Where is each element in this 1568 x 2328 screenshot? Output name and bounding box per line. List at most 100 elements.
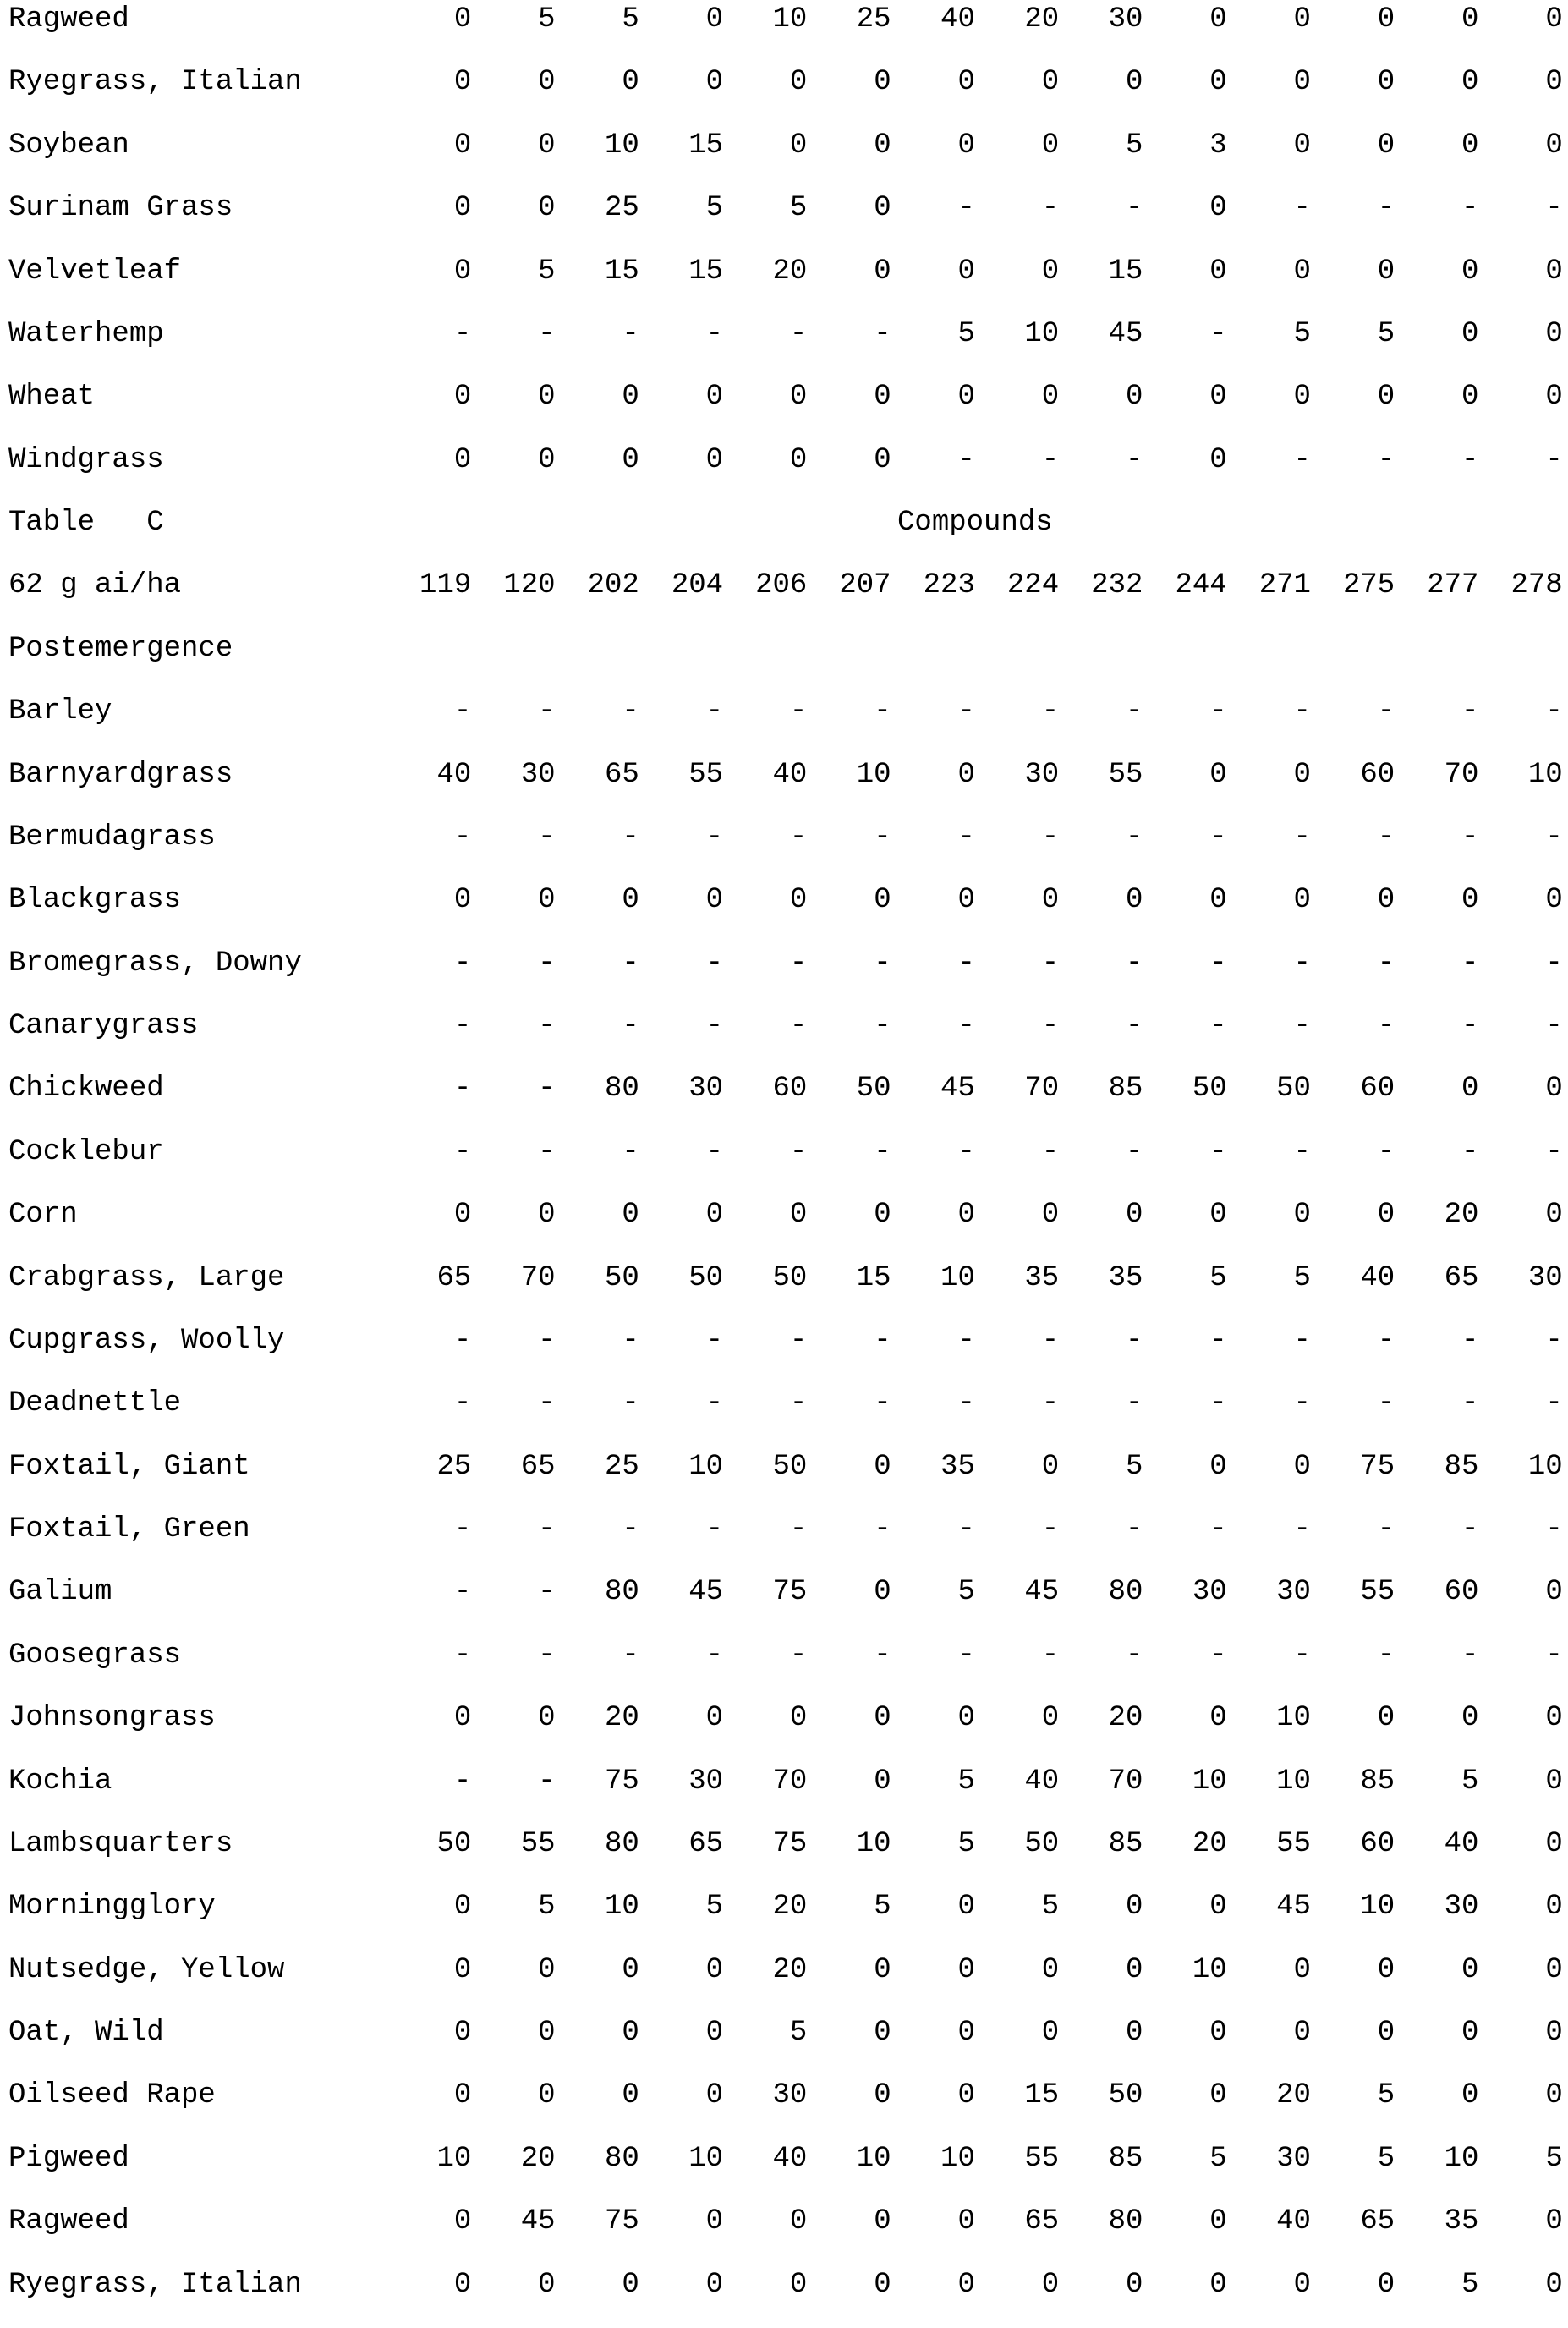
value-cell: 35 [1024,1261,1060,1294]
value-cell: 40 [1276,2205,1311,2238]
value-cell: 0 [622,66,639,99]
value-cell: - [1377,1135,1395,1168]
value-cell: 10 [1444,2142,1479,2175]
value-cell: 0 [1125,1891,1143,1924]
value-cell: - [1209,821,1227,854]
table-c-label: Table C [8,507,164,539]
value-cell: 10 [1527,1450,1563,1483]
value-cell: 10 [436,2142,472,2175]
value-cell: 55 [1108,758,1143,791]
species-label: Ryegrass, Italian [8,2268,302,2301]
compound-number: 278 [1510,569,1563,602]
value-cell: 0 [1461,255,1479,288]
value-cell: 0 [453,2205,472,2238]
table-row: Ragweed 0 45 75 0 0 0 0 65 80 0 40 65 35 0 [0,2202,1568,2265]
value-cell: - [622,695,639,728]
compound-number: 244 [1175,569,1227,602]
value-cell: 0 [1377,2268,1395,2301]
value-cell: - [705,1387,724,1420]
value-cell: 0 [538,1953,556,1986]
value-cell: 0 [538,381,556,414]
value-cell: 0 [1125,66,1143,99]
value-cell: - [1209,1513,1227,1546]
value-cell: 55 [1276,1827,1311,1860]
value-cell: 0 [1209,1450,1227,1483]
value-cell: 5 [957,1576,975,1609]
value-cell: - [1377,1387,1395,1420]
value-cell: - [1461,1324,1479,1357]
table-row: Cocklebur - - - - - - - - - - - - - - [0,1133,1568,1195]
value-cell: 0 [874,1576,891,1609]
value-cell: 30 [1276,2142,1311,2175]
table-row: Johnsongrass 0 0 20 0 0 0 0 0 20 0 10 0 0 0 [0,1699,1568,1761]
value-cell: - [705,1135,724,1168]
value-cell: 0 [1293,129,1311,162]
value-cell: - [453,1576,472,1609]
table-row: Crabgrass, Large 65 70 50 50 50 15 10 35 35 5 5 40 6… [0,1259,1568,1321]
value-cell: 60 [1444,1576,1479,1609]
species-label: Crabgrass, Large [8,1261,285,1294]
value-cell: 0 [453,1199,472,1232]
value-cell: 10 [1192,1953,1227,1986]
value-cell: 5 [1125,1450,1143,1483]
value-cell: - [957,695,975,728]
value-cell: 0 [1209,1702,1227,1735]
value-cell: - [1209,1010,1227,1042]
value-cell: 0 [1125,2268,1143,2301]
value-cell: - [538,695,556,728]
value-cell: 0 [789,1199,808,1232]
value-cell: - [1293,1010,1311,1042]
compound-number: 204 [671,569,724,602]
value-cell: - [789,821,808,854]
value-cell: 15 [1108,255,1143,288]
value-cell: 30 [1444,1891,1479,1924]
species-label: Nutsedge, Yellow [8,1953,285,1986]
species-label: Bermudagrass [8,821,216,854]
table-row: Nutsedge, Yellow 0 0 0 0 20 0 0 0 0 10 0 0 0 0 [0,1951,1568,2013]
value-cell: - [538,1324,556,1357]
rate-label: 62 g ai/ha [8,569,182,602]
value-cell: 0 [622,2017,639,2049]
value-cell: - [957,192,975,225]
value-cell: - [1125,695,1143,728]
value-cell: 0 [1545,1073,1563,1106]
table-row: Wheat 0 0 0 0 0 0 0 0 0 0 0 0 0 0 [0,377,1568,440]
value-cell: - [453,1324,472,1357]
value-cell: 0 [1461,66,1479,99]
value-cell: - [453,1639,472,1672]
value-cell: 0 [789,381,808,414]
value-cell: 5 [1377,2142,1395,2175]
value-cell: - [1125,1010,1143,1042]
value-cell: 0 [1209,884,1227,917]
table-row: Windgrass 0 0 0 0 0 0 - - - 0 - - - - [0,441,1568,503]
value-cell: 5 [1461,2268,1479,2301]
table-row: Kochia - - 75 30 70 0 5 40 70 10 10 85 5 0 [0,1762,1568,1825]
value-cell: - [453,947,472,980]
value-cell: 0 [789,2268,808,2301]
value-cell: 25 [604,192,639,225]
species-label: Johnsongrass [8,1702,216,1735]
compound-number: 119 [419,569,472,602]
value-cell: 0 [1209,255,1227,288]
value-cell: - [957,821,975,854]
value-cell: - [1209,317,1227,350]
value-cell: - [705,947,724,980]
value-cell: 70 [772,1765,808,1798]
value-cell: 0 [1461,2017,1479,2049]
value-cell: 25 [604,1450,639,1483]
value-cell: - [874,1010,891,1042]
value-cell: 50 [436,1827,472,1860]
value-cell: - [1125,821,1143,854]
value-cell: 0 [957,1953,975,1986]
value-cell: - [1041,821,1060,854]
value-cell: 50 [1024,1827,1060,1860]
value-cell: 0 [874,381,891,414]
value-cell: 0 [957,1891,975,1924]
value-cell: 0 [1377,1702,1395,1735]
value-cell: 10 [940,1261,975,1294]
value-cell: 5 [705,1891,724,1924]
value-cell: 30 [520,758,556,791]
value-cell: 0 [622,1199,639,1232]
value-cell: - [1461,821,1479,854]
species-label: Windgrass [8,443,164,476]
